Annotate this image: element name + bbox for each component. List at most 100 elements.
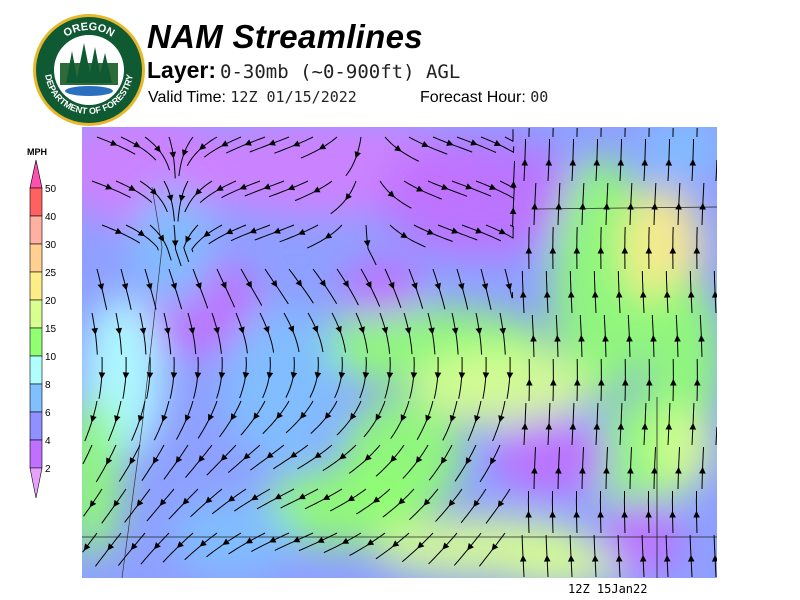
streamline-arrow-icon [263,183,271,190]
map-timestamp: 12Z 15Jan22 [568,582,648,596]
streamline-arrow-icon [268,139,276,146]
streamline-arrow-icon [299,411,307,419]
streamline-arrow-icon [404,327,412,335]
streamline-arrow-icon [216,184,224,191]
wind-speed-area [342,257,422,317]
streamline-arrow-icon [339,452,347,460]
streamline-arrow-icon [130,542,138,550]
streamline-arrow-icon [579,466,586,474]
streamline-arrow-icon [674,334,681,342]
streamline-arrow-icon [245,280,252,289]
streamline-arrow-icon [105,183,113,190]
streamline-arrow-icon [693,510,700,518]
streamline-arrow-icon [137,414,145,423]
streamline-arrow-icon [245,537,253,544]
streamline-arrow-icon [415,456,423,464]
streamline-arrow-icon [505,283,512,291]
streamline-arrow-icon [598,378,605,386]
streamline-arrow-icon [465,457,472,465]
streamline-arrow-icon [497,500,505,508]
wind-speed-area [642,277,717,437]
streamline-arrow-icon [506,372,514,380]
streamline-arrow-icon [324,232,333,239]
streamline-arrow-icon [509,207,517,215]
streamline-arrow-icon [230,413,237,421]
streamline-arrow-icon [425,414,432,422]
streamline-arrow-icon [365,281,372,289]
streamline-arrow-icon [617,422,625,430]
streamline-arrow-icon [137,229,146,237]
streamline-arrow-icon [324,412,332,420]
streamline-arrow-icon [129,457,136,465]
streamline-arrow-icon [423,498,431,506]
streamline-arrow-icon [689,422,697,430]
streamline-arrow-icon [182,149,189,157]
streamline-arrow-icon [651,466,658,474]
streamline-arrow-icon [675,202,682,210]
streamline-arrow-icon [97,283,104,291]
legend-swatch [29,215,43,245]
streamline-arrow-icon [122,372,130,380]
streamline-arrow-icon [345,192,352,201]
streamline-arrow-icon [711,290,717,298]
streamline-arrow-icon [90,415,97,423]
streamline-arrow-icon [675,466,682,474]
wind-speed-area [262,467,422,547]
streamline-arrow-icon [597,510,604,518]
streamline-arrow-icon [641,422,649,430]
streamline-arrow-icon [665,158,673,166]
streamline-arrow-icon [400,414,407,422]
streamline-arrow-icon [621,510,628,518]
streamline-arrow-icon [446,139,454,146]
streamline-arrow-icon [621,246,629,254]
streamline-arrow-icon [273,227,281,234]
streamline-arrow-icon [473,499,480,508]
streamline-arrow-icon [603,202,610,210]
streamline-arrow-icon [225,228,234,235]
layer-info: Layer: 0-30mb (~0-900ft) AGL [147,57,460,84]
streamline-arrow-icon [578,334,585,342]
streamline-arrow-icon [617,158,625,166]
streamline [715,426,717,446]
streamline-arrow-icon [347,494,355,502]
streamline-arrow-icon [390,455,398,463]
legend-tick-label: 20 [45,296,57,307]
streamline-arrow-icon [519,290,527,298]
streamline-arrow-icon [239,183,247,190]
streamline-arrow-icon [266,371,274,380]
streamline-arrow-icon [139,327,147,335]
streamline-arrow-icon [115,327,123,335]
streamline-arrow-icon [531,202,538,210]
streamline-arrow-icon [687,290,695,298]
streamline-arrow-icon [593,422,601,430]
streamline-arrow-icon [441,183,449,191]
streamline-arrow-icon [213,327,220,335]
streamline-arrow-icon [521,158,529,166]
streamline-arrow-icon [170,282,177,291]
streamline-arrow-icon [569,158,577,166]
streamline-arrow-icon [91,327,98,335]
streamline-arrow-icon [387,190,395,198]
streamline-arrow-icon [342,280,349,288]
streamline-arrow-icon [591,554,599,562]
streamline-arrow-icon [498,415,505,423]
streamline-arrow-icon [622,378,629,386]
streamline-arrow-icon [474,415,481,423]
streamline [504,129,514,143]
streamline-arrow-icon [525,246,533,254]
streamline-arrow-icon [627,466,634,474]
streamline-arrow-icon [227,495,236,502]
oregon-forestry-logo: OREGON DEPARTMENT OF FORESTRY [33,14,145,126]
streamline-arrow-icon [519,554,527,562]
streamline-arrow-icon [467,543,474,551]
legend-under-triangle [29,467,43,499]
wind-speed-area [552,157,652,397]
streamline-arrow-icon [388,281,395,290]
streamline-arrow-icon [270,280,278,288]
streamline-arrow-icon [164,327,171,335]
streamline-arrow-icon [185,235,192,244]
streamline-arrow-icon [543,290,551,298]
streamline-arrow-icon [244,139,252,146]
streamline-arrow-icon [319,279,326,287]
streamline-arrow-icon [458,283,465,291]
